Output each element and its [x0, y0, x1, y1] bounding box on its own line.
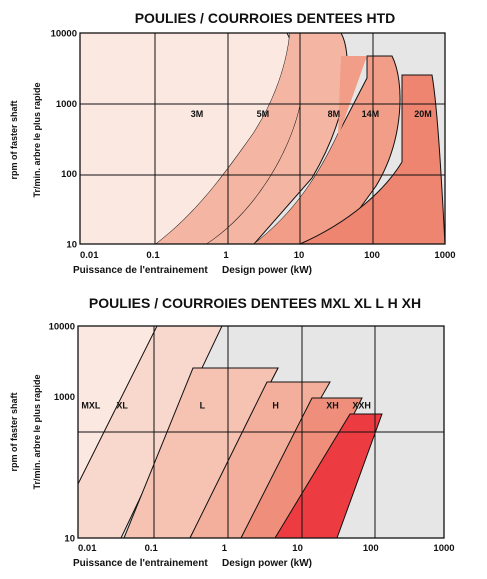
chart-title: POULIES / COURROIES DENTEES MXL XL L H X… — [89, 295, 421, 311]
x-tick-label: 0.1 — [146, 250, 160, 261]
plot-frame — [77, 325, 445, 539]
region-labels: 3M 5M 8M 14M 20M — [191, 109, 432, 119]
x-axis-label-fr: Puissance de l'entrainement — [73, 265, 208, 276]
y-tick-label: 10 — [64, 534, 75, 545]
x-tick-label: 10 — [292, 543, 303, 554]
y-tick-label: 10000 — [51, 29, 77, 40]
y-axis-label-en: rpm of faster shaft — [9, 392, 19, 471]
x-tick-label: 1000 — [433, 543, 454, 554]
region-14M-join — [254, 56, 367, 244]
x-tick-label: 1 — [223, 250, 229, 261]
x-tick-label: 10 — [294, 250, 305, 261]
y-axis-label-fr: Tr/min. arbre le plus rapide — [32, 82, 42, 197]
x-axis-label-en: Design power (kW) — [222, 558, 312, 569]
y-tick-labels: 10 100 1000 10000 — [51, 29, 77, 251]
region-label-xh: XH — [326, 400, 339, 410]
region-label-mxl: MXL — [81, 400, 101, 410]
y-tick-label: 1000 — [54, 392, 75, 403]
region-label-h: H — [272, 400, 279, 410]
grid — [78, 326, 444, 538]
x-tick-label: 0.01 — [80, 250, 99, 261]
x-tick-label: 0.01 — [78, 543, 97, 554]
y-axis-label-en: rpm of faster shaft — [9, 100, 19, 179]
y-tick-label: 100 — [61, 169, 77, 180]
chart-title: POULIES / COURROIES DENTEES HTD — [135, 10, 396, 26]
region-label-20m: 20M — [414, 109, 432, 119]
plot-frame — [79, 32, 446, 245]
x-tick-labels: 0.01 0.1 1 10 100 1000 — [78, 543, 455, 554]
y-axis-label-fr: Tr/min. arbre le plus rapide — [32, 374, 42, 489]
region-label-l: L — [200, 400, 206, 410]
x-tick-label: 100 — [363, 543, 379, 554]
region-14M — [252, 55, 401, 245]
x-tick-label: 1000 — [434, 250, 455, 261]
region-label-8m: 8M — [328, 109, 341, 119]
y-tick-label: 10000 — [49, 322, 75, 333]
region-label-xl: XL — [116, 400, 128, 410]
region-label-5m: 5M — [257, 109, 270, 119]
y-tick-labels: 10 1000 10000 — [49, 322, 75, 545]
x-tick-labels: 0.01 0.1 1 10 100 1000 — [80, 250, 456, 261]
region-20M — [299, 74, 446, 245]
region-label-14m: 14M — [362, 109, 380, 119]
y-tick-label: 10 — [66, 240, 77, 251]
x-tick-label: 1 — [222, 543, 228, 554]
grid — [80, 33, 445, 244]
x-axis-label-fr: Puissance de l'entrainement — [73, 558, 208, 569]
x-tick-label: 100 — [364, 250, 380, 261]
region-label-xxh: XXH — [352, 400, 371, 410]
region-label-3m: 3M — [191, 109, 204, 119]
region-labels: MXL XL L H XH XXH — [81, 400, 371, 410]
x-tick-label: 0.1 — [145, 543, 159, 554]
y-tick-label: 1000 — [56, 99, 77, 110]
x-axis-label-en: Design power (kW) — [222, 265, 312, 276]
chart-htd: POULIES / COURROIES DENTEES HTD 3M 5M 8M 14… — [9, 10, 456, 276]
chart-mxl: POULIES / COURROIES DENTEES MXL XL L H X… — [9, 295, 455, 569]
